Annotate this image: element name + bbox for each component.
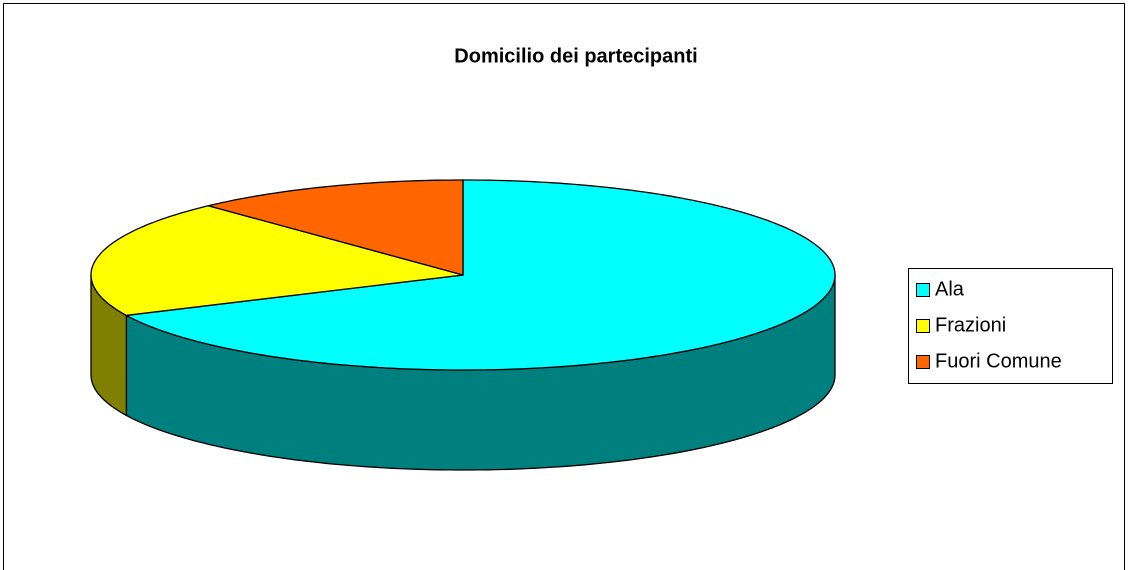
legend-box — [908, 268, 1113, 384]
legend-swatch — [916, 319, 930, 333]
legend-swatch — [916, 355, 930, 369]
legend-label: Ala — [935, 278, 965, 300]
slice — [90, 205, 464, 317]
slice — [124, 179, 836, 371]
slice — [208, 179, 464, 276]
chart-title: Domicilio dei partecipanti — [454, 45, 697, 67]
legend-label: Fuori Comune — [935, 350, 1062, 372]
legend-label: Frazioni — [935, 314, 1006, 336]
legend-swatch — [916, 283, 930, 297]
